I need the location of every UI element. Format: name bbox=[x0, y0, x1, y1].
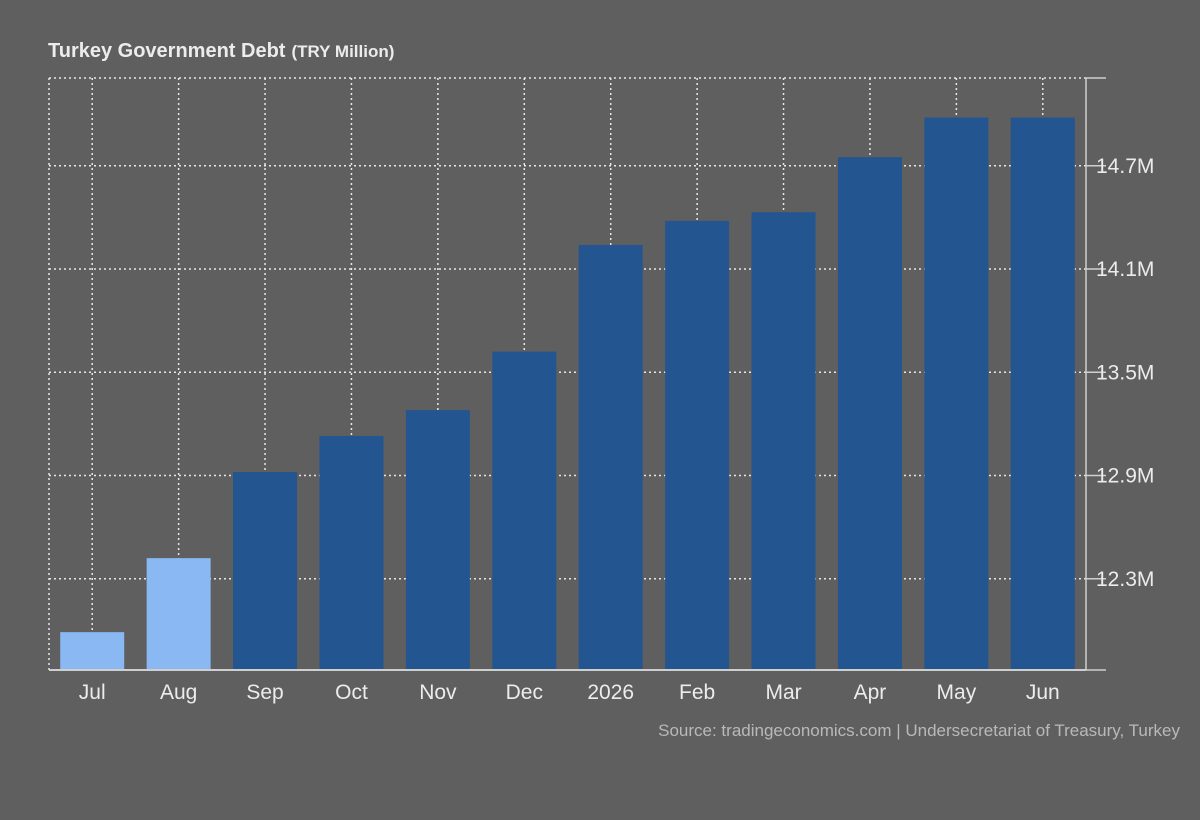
bar-feb bbox=[665, 220, 730, 670]
x-tick-label: Aug bbox=[160, 681, 197, 704]
bar-oct bbox=[319, 435, 384, 670]
x-tick-label: 2026 bbox=[587, 681, 634, 704]
bar-apr bbox=[837, 157, 902, 671]
chart-title: Turkey Government Debt (TRY Million) bbox=[48, 40, 394, 63]
bar-jun bbox=[1010, 117, 1075, 670]
x-tick-label: Jun bbox=[1026, 681, 1060, 704]
bar-sep bbox=[233, 472, 298, 670]
bar-nov bbox=[405, 410, 470, 670]
x-tick-label: Apr bbox=[854, 681, 887, 704]
chart-title-text: Turkey Government Debt bbox=[48, 40, 286, 62]
bar-may bbox=[924, 117, 989, 670]
chart-unit: (TRY Million) bbox=[291, 42, 395, 61]
bar-dec bbox=[492, 351, 557, 670]
bar-2026 bbox=[578, 244, 643, 670]
x-tick-label: Oct bbox=[335, 681, 368, 704]
x-tick-label: Sep bbox=[246, 681, 283, 704]
bar-mar bbox=[751, 212, 816, 671]
y-tick-label: 14.7M bbox=[1096, 155, 1154, 178]
bar-jul bbox=[60, 632, 125, 670]
x-tick-label: Feb bbox=[679, 681, 715, 704]
x-tick-label: May bbox=[937, 681, 977, 704]
x-tick-label: Dec bbox=[506, 681, 543, 704]
x-tick-label: Jul bbox=[79, 681, 106, 704]
x-tick-label: Mar bbox=[765, 681, 801, 704]
y-tick-label: 13.5M bbox=[1096, 361, 1154, 384]
source-note: Source: tradingeconomics.com | Undersecr… bbox=[658, 721, 1180, 740]
x-tick-label: Nov bbox=[419, 681, 457, 704]
bar-aug bbox=[146, 558, 211, 670]
y-tick-label: 14.1M bbox=[1096, 258, 1154, 281]
y-tick-label: 12.3M bbox=[1096, 568, 1154, 591]
y-tick-label: 12.9M bbox=[1096, 465, 1154, 488]
